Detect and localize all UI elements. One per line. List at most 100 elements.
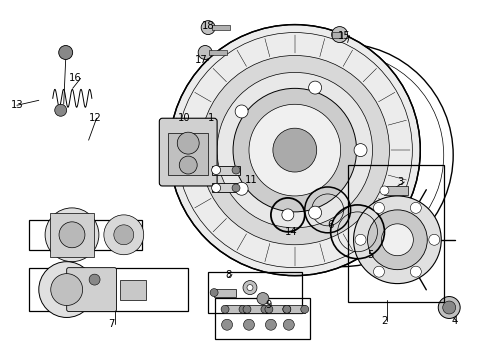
Circle shape bbox=[373, 202, 384, 213]
Circle shape bbox=[367, 210, 427, 270]
Text: 10: 10 bbox=[178, 113, 190, 123]
Circle shape bbox=[177, 132, 199, 154]
Circle shape bbox=[308, 206, 321, 219]
Circle shape bbox=[409, 202, 421, 213]
Circle shape bbox=[45, 208, 99, 262]
Text: 18: 18 bbox=[202, 21, 214, 31]
Circle shape bbox=[283, 319, 294, 330]
Bar bbox=[214, 289, 236, 297]
Bar bbox=[29, 268, 188, 311]
Circle shape bbox=[313, 66, 353, 105]
Bar bbox=[336, 228, 354, 250]
Bar bbox=[168, 133, 208, 175]
Circle shape bbox=[114, 225, 134, 245]
Circle shape bbox=[323, 75, 343, 95]
Text: 5: 5 bbox=[367, 250, 373, 260]
Circle shape bbox=[354, 234, 366, 245]
Bar bbox=[212, 25, 229, 30]
Circle shape bbox=[211, 184, 220, 193]
Circle shape bbox=[221, 319, 232, 330]
Circle shape bbox=[89, 274, 100, 285]
Circle shape bbox=[232, 166, 240, 174]
Circle shape bbox=[437, 297, 459, 319]
Circle shape bbox=[373, 266, 384, 277]
Bar bbox=[50, 213, 94, 257]
Circle shape bbox=[235, 105, 247, 118]
Text: 2: 2 bbox=[381, 316, 387, 327]
Bar bbox=[212, 184, 240, 193]
Circle shape bbox=[248, 104, 340, 196]
Circle shape bbox=[103, 215, 143, 255]
Circle shape bbox=[331, 27, 347, 42]
Bar bbox=[384, 186, 407, 195]
Circle shape bbox=[381, 224, 412, 256]
Circle shape bbox=[243, 305, 250, 313]
Bar bbox=[215, 298, 309, 339]
Circle shape bbox=[442, 301, 455, 314]
Circle shape bbox=[272, 128, 316, 172]
Bar bbox=[286, 305, 304, 313]
Circle shape bbox=[265, 319, 276, 330]
Circle shape bbox=[179, 156, 197, 174]
Circle shape bbox=[233, 88, 356, 212]
Text: 15: 15 bbox=[337, 31, 350, 41]
Circle shape bbox=[243, 280, 256, 294]
Bar bbox=[331, 32, 341, 37]
Circle shape bbox=[300, 305, 308, 313]
Circle shape bbox=[59, 222, 85, 248]
Circle shape bbox=[291, 102, 407, 218]
Circle shape bbox=[200, 55, 388, 245]
Bar bbox=[347, 165, 443, 302]
Circle shape bbox=[305, 116, 393, 204]
FancyBboxPatch shape bbox=[66, 268, 116, 311]
FancyBboxPatch shape bbox=[159, 118, 217, 186]
Circle shape bbox=[282, 305, 290, 313]
Circle shape bbox=[409, 266, 421, 277]
Bar bbox=[224, 305, 243, 313]
Circle shape bbox=[308, 81, 321, 94]
Text: 6: 6 bbox=[327, 220, 333, 230]
Circle shape bbox=[261, 305, 268, 313]
Text: 13: 13 bbox=[11, 100, 23, 110]
Text: 3: 3 bbox=[397, 177, 403, 187]
Circle shape bbox=[51, 274, 82, 306]
Circle shape bbox=[353, 196, 440, 284]
Text: 8: 8 bbox=[224, 270, 231, 280]
Bar bbox=[268, 305, 286, 313]
Circle shape bbox=[256, 293, 268, 305]
Circle shape bbox=[59, 45, 73, 59]
Text: 11: 11 bbox=[244, 175, 257, 185]
Text: 16: 16 bbox=[68, 73, 81, 84]
Circle shape bbox=[201, 21, 215, 35]
Circle shape bbox=[169, 24, 420, 276]
Circle shape bbox=[55, 104, 66, 116]
Circle shape bbox=[211, 166, 220, 175]
Text: 17: 17 bbox=[195, 55, 207, 66]
Bar bbox=[208, 272, 301, 314]
Circle shape bbox=[239, 305, 246, 313]
Circle shape bbox=[198, 45, 212, 59]
Bar bbox=[120, 280, 146, 300]
Circle shape bbox=[428, 234, 439, 245]
Circle shape bbox=[281, 209, 293, 221]
Circle shape bbox=[217, 72, 372, 228]
Circle shape bbox=[246, 285, 252, 291]
Circle shape bbox=[243, 319, 254, 330]
Text: 9: 9 bbox=[264, 300, 271, 310]
Text: 4: 4 bbox=[450, 316, 456, 327]
Circle shape bbox=[264, 305, 272, 313]
Circle shape bbox=[232, 184, 240, 192]
Text: 1: 1 bbox=[208, 113, 214, 123]
Circle shape bbox=[39, 262, 94, 318]
Bar bbox=[209, 50, 226, 55]
Text: 7: 7 bbox=[108, 319, 115, 329]
Circle shape bbox=[210, 289, 218, 297]
Text: 14: 14 bbox=[285, 227, 297, 237]
Bar bbox=[246, 305, 264, 313]
Text: 12: 12 bbox=[88, 113, 101, 123]
Circle shape bbox=[221, 305, 228, 313]
Bar bbox=[29, 220, 142, 250]
Circle shape bbox=[235, 182, 247, 195]
Circle shape bbox=[379, 186, 388, 195]
Circle shape bbox=[282, 305, 290, 313]
